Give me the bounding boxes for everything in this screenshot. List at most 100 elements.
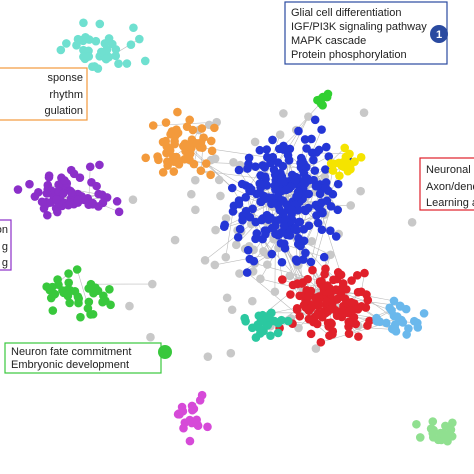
node (281, 185, 291, 195)
node (79, 52, 88, 62)
node (49, 290, 58, 299)
node (84, 297, 94, 307)
node (54, 180, 63, 190)
node (231, 240, 241, 250)
node (65, 298, 74, 308)
node (185, 436, 195, 446)
node (76, 312, 85, 322)
node (278, 275, 287, 284)
node (248, 296, 257, 306)
node (258, 161, 268, 170)
node (44, 171, 54, 180)
node (147, 279, 157, 289)
node (319, 252, 329, 262)
node (300, 175, 309, 185)
node (210, 123, 219, 133)
annotation-line: Protein phosphorylation (291, 49, 407, 61)
node (311, 344, 321, 353)
node (354, 332, 363, 341)
node (415, 433, 425, 442)
node (282, 200, 292, 209)
node (294, 233, 303, 243)
node (352, 271, 362, 280)
node (303, 292, 313, 301)
node (34, 188, 43, 197)
node (242, 268, 252, 277)
node (251, 217, 261, 227)
node (175, 157, 184, 166)
node (128, 195, 138, 205)
node (114, 207, 124, 217)
annotation-line: g (2, 257, 8, 269)
node (360, 268, 369, 278)
node (347, 276, 356, 285)
node (244, 153, 254, 163)
node (235, 224, 245, 234)
node (60, 176, 69, 185)
node (346, 201, 356, 210)
node (365, 316, 374, 326)
node (91, 36, 101, 46)
node (196, 166, 206, 175)
node (310, 115, 320, 125)
node (317, 225, 327, 235)
node (285, 271, 295, 281)
node (42, 282, 51, 292)
annotation-line: Axon/dend (426, 181, 474, 193)
node (288, 280, 298, 290)
node (412, 419, 421, 429)
node (340, 143, 350, 153)
node (43, 210, 52, 220)
node (295, 311, 305, 321)
node (201, 159, 211, 168)
node (320, 269, 329, 279)
node (407, 218, 417, 227)
node (310, 166, 320, 175)
node (413, 318, 422, 328)
node (163, 144, 173, 154)
node (182, 122, 192, 131)
node (277, 315, 286, 325)
node (328, 166, 338, 175)
node (389, 296, 399, 306)
node (105, 284, 114, 294)
node (39, 204, 49, 213)
node (72, 40, 81, 50)
node (114, 59, 123, 68)
node (287, 205, 297, 215)
node (312, 211, 321, 220)
node (328, 329, 337, 339)
node (323, 318, 333, 328)
node (229, 158, 238, 167)
node (42, 189, 52, 198)
edges (41, 38, 448, 442)
annotation-box (0, 67, 88, 121)
node (251, 333, 261, 342)
node (206, 136, 216, 146)
node (304, 189, 314, 199)
node (122, 59, 132, 68)
node (195, 396, 205, 405)
node (270, 287, 280, 297)
node (62, 39, 71, 48)
badge-label: 1 (436, 29, 442, 41)
node (86, 310, 95, 319)
node (277, 177, 287, 186)
node (313, 309, 323, 318)
node (292, 257, 302, 266)
node (158, 137, 168, 147)
annotation-line: Neuron fate commitment (11, 346, 131, 358)
node (319, 281, 329, 291)
node (307, 236, 317, 246)
node (428, 429, 438, 438)
node (262, 181, 272, 190)
node (304, 314, 314, 324)
node (307, 134, 316, 144)
node (335, 171, 344, 181)
node (174, 409, 184, 418)
node (294, 126, 303, 136)
node (295, 291, 304, 301)
node (328, 189, 338, 199)
